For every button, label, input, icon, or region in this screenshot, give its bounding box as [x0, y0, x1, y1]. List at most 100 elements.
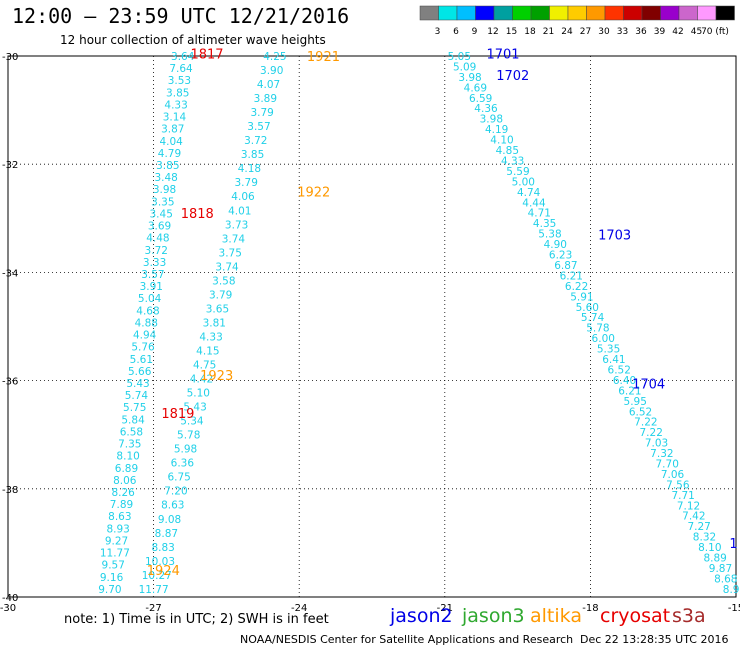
wave-height-value: 4.33: [501, 155, 524, 167]
wave-height-value: 3.98: [153, 184, 176, 196]
wave-height-value: 5.78: [586, 323, 609, 335]
credit-line: NOAA/NESDIS Center for Satellite Applica…: [240, 633, 574, 646]
pass-time-label: 1817: [190, 47, 223, 62]
wave-height-value: 3.58: [212, 275, 235, 287]
y-tick-label: -32: [2, 160, 18, 171]
wave-height-value: 11.77: [139, 584, 169, 596]
wave-height-value: 7.27: [687, 521, 710, 533]
wave-height-value: 3.91: [140, 281, 163, 293]
wave-height-value: 6.52: [608, 364, 631, 376]
pass-time-label: 1702: [496, 69, 529, 84]
wave-height-value: 4.68: [136, 305, 159, 317]
wave-height-value: 3.57: [247, 121, 270, 133]
figure-title: 12:00 – 23:59 UTC 12/21/2016: [12, 4, 350, 28]
wave-height-value: 6.41: [602, 354, 625, 366]
wave-height-value: 3.35: [151, 196, 174, 208]
wave-height-value: 8.87: [155, 528, 178, 540]
wave-height-value: 8.9: [723, 584, 740, 596]
wave-height-value: 7.20: [164, 486, 187, 498]
wave-height-value: 5.74: [581, 312, 605, 324]
wave-height-value: 7.35: [118, 439, 141, 451]
color-scale-label: 12: [487, 27, 498, 37]
y-tick-label: -34: [2, 268, 18, 279]
legend-jason2: jason2: [390, 605, 453, 627]
wave-height-value: 3.79: [209, 289, 232, 301]
units-note: note: 1) Time is in UTC; 2) SWH is in fe…: [64, 612, 329, 627]
wave-height-value: 9.08: [158, 514, 181, 526]
wave-height-value: 4.71: [528, 208, 551, 220]
x-tick-label: -27: [145, 603, 161, 614]
wave-height-value: 7.56: [666, 479, 690, 491]
wave-height-value: 5.04: [138, 293, 162, 305]
color-scale-label: 36: [635, 27, 647, 37]
generated-timestamp: Dec 22 13:28:35 UTC 2016: [580, 633, 729, 646]
pass-time-label: 1703: [598, 229, 631, 244]
wave-height-value: 7.32: [650, 448, 673, 460]
wave-height-value: 4.88: [135, 317, 158, 329]
wave-height-value: 5.74: [125, 390, 149, 402]
wave-height-value: 4.90: [544, 239, 567, 251]
wave-height-value: 3.72: [244, 135, 267, 147]
map-frame: [7, 55, 737, 598]
color-scale-label: 27: [580, 27, 591, 37]
wave-height-value: 5.98: [174, 444, 197, 456]
wave-height-value: 3.90: [260, 65, 283, 77]
pass-time-label: 1704: [632, 377, 665, 392]
y-tick-label: -38: [2, 485, 18, 496]
wave-height-value: 7.22: [640, 427, 663, 439]
y-tick-label: -40: [2, 593, 18, 604]
wave-height-value: 8.63: [161, 500, 184, 512]
wave-height-value: 3.48: [154, 172, 177, 184]
wave-height-value: 4.44: [522, 197, 546, 209]
wave-height-value: 5.59: [506, 166, 529, 178]
wave-height-value: 4.25: [263, 51, 286, 63]
wave-height-value: 3.72: [145, 245, 168, 257]
wave-height-value: 4.35: [533, 218, 556, 230]
wave-height-value: 6.52: [629, 406, 652, 418]
wave-height-value: 8.26: [111, 487, 135, 499]
wave-height-value: 6.21: [618, 385, 641, 397]
figure-subtitle: 12 hour collection of altimeter wave hei…: [60, 33, 326, 47]
wave-height-value: 3.45: [150, 208, 173, 220]
color-scale-label: 24: [561, 27, 573, 37]
wave-height-value: 4.36: [474, 103, 498, 115]
wave-height-value: 7.70: [656, 459, 679, 471]
wave-height-value: 3.53: [168, 75, 191, 87]
wave-height-value: 5.10: [187, 388, 210, 400]
wave-height-value: 3.81: [203, 317, 226, 329]
wave-height-value: 6.75: [167, 472, 190, 484]
wave-height-value: 8.10: [116, 451, 139, 463]
wave-height-map: -30 -27 -24 -21 -18 -15 -30 -32 -34 -36 -38 -40 3.64…: [0, 47, 740, 614]
wave-height-value: 7.64: [169, 63, 193, 75]
wave-height-value: 7.42: [682, 511, 705, 523]
color-scale-label: 45: [691, 27, 702, 37]
wave-height-value: 10.03: [145, 556, 175, 568]
x-tick-label: -18: [582, 603, 598, 614]
wave-height-value: 4.75: [193, 360, 216, 372]
legend-altika: altika: [530, 605, 582, 627]
wave-height-value: 6.21: [560, 270, 583, 282]
x-tick-label: -15: [728, 603, 740, 614]
pass-time-label: 1819: [161, 407, 194, 422]
wave-height-value: 4.15: [196, 345, 219, 357]
color-scale-label: 6: [453, 27, 459, 37]
color-scale-label: 70 (ft): [701, 27, 729, 37]
wave-height-value: 3.74: [215, 261, 239, 273]
legend-cryosat: cryosat: [600, 605, 671, 627]
wave-height-value: 5.43: [183, 402, 206, 414]
color-scale-label: 42: [672, 27, 683, 37]
legend-jason3: jason3: [462, 605, 525, 627]
wave-height-value: 4.18: [238, 163, 261, 175]
wave-height-value: 3.85: [166, 87, 189, 99]
wave-height-value: 3.73: [225, 219, 248, 231]
wave-height-value: 8.93: [106, 523, 129, 535]
wave-height-value: 3.85: [241, 149, 264, 161]
color-scale-label: 3: [435, 27, 441, 37]
wave-height-value: 3.85: [156, 160, 179, 172]
color-scale-label: 9: [472, 27, 478, 37]
wave-height-value: 4.01: [228, 205, 251, 217]
wave-height-value: 4.19: [485, 124, 508, 136]
x-tick-label: -21: [437, 603, 453, 614]
wave-height-value: 5.75: [123, 402, 146, 414]
